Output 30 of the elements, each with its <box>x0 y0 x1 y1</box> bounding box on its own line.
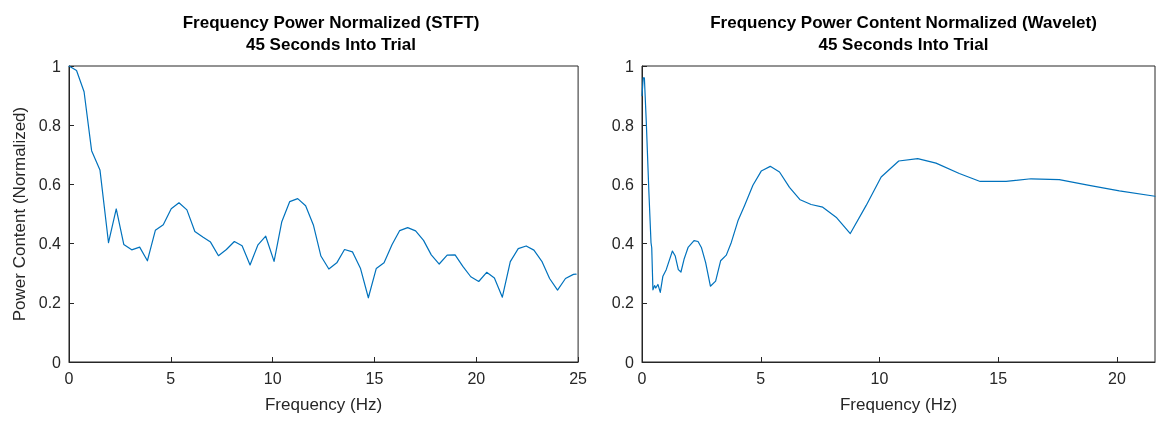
x-tick-label: 25 <box>569 369 588 387</box>
y-tick-label: 0.2 <box>38 294 62 312</box>
line-series <box>68 65 577 299</box>
x-tick-label: 15 <box>365 369 384 387</box>
chart-title: Frequency Power Normalized (STFT) 45 Seconds Into Trial <box>182 12 480 54</box>
x-tick-label: 20 <box>467 369 486 387</box>
y-tick-label: 1 <box>52 57 62 75</box>
line-series <box>641 77 1156 294</box>
y-tick-label: 0.6 <box>611 175 635 193</box>
y-tick-label: 0.2 <box>611 294 635 312</box>
y-axis-title: Power Content (Normalized) <box>9 106 29 322</box>
x-axis-title: Frequency (Hz) <box>839 395 958 414</box>
y-tick-label: 0 <box>625 353 635 371</box>
x-tick-label: 5 <box>166 369 176 387</box>
x-tick-label: 20 <box>1108 369 1126 387</box>
chart-title: Frequency Power Content Normalized (Wavelet) 45 Seconds Into Trial <box>710 12 1097 54</box>
x-tick-label: 5 <box>756 369 766 387</box>
y-tick-label: 0.4 <box>611 235 635 253</box>
x-axis-title: Frequency (Hz) <box>264 395 383 414</box>
y-tick-label: 0 <box>52 353 62 371</box>
y-tick-label: 0.6 <box>38 175 62 193</box>
x-tick-label: 0 <box>64 369 74 387</box>
x-tick-label: 0 <box>637 369 647 387</box>
x-tick-label: 15 <box>989 369 1008 387</box>
x-tick-label: 10 <box>870 369 889 387</box>
y-tick-label: 0.4 <box>38 235 62 253</box>
y-tick-label: 0.8 <box>38 116 62 134</box>
y-tick-label: 0.8 <box>611 116 635 134</box>
x-tick-label: 10 <box>263 369 282 387</box>
y-tick-label: 1 <box>625 57 635 75</box>
